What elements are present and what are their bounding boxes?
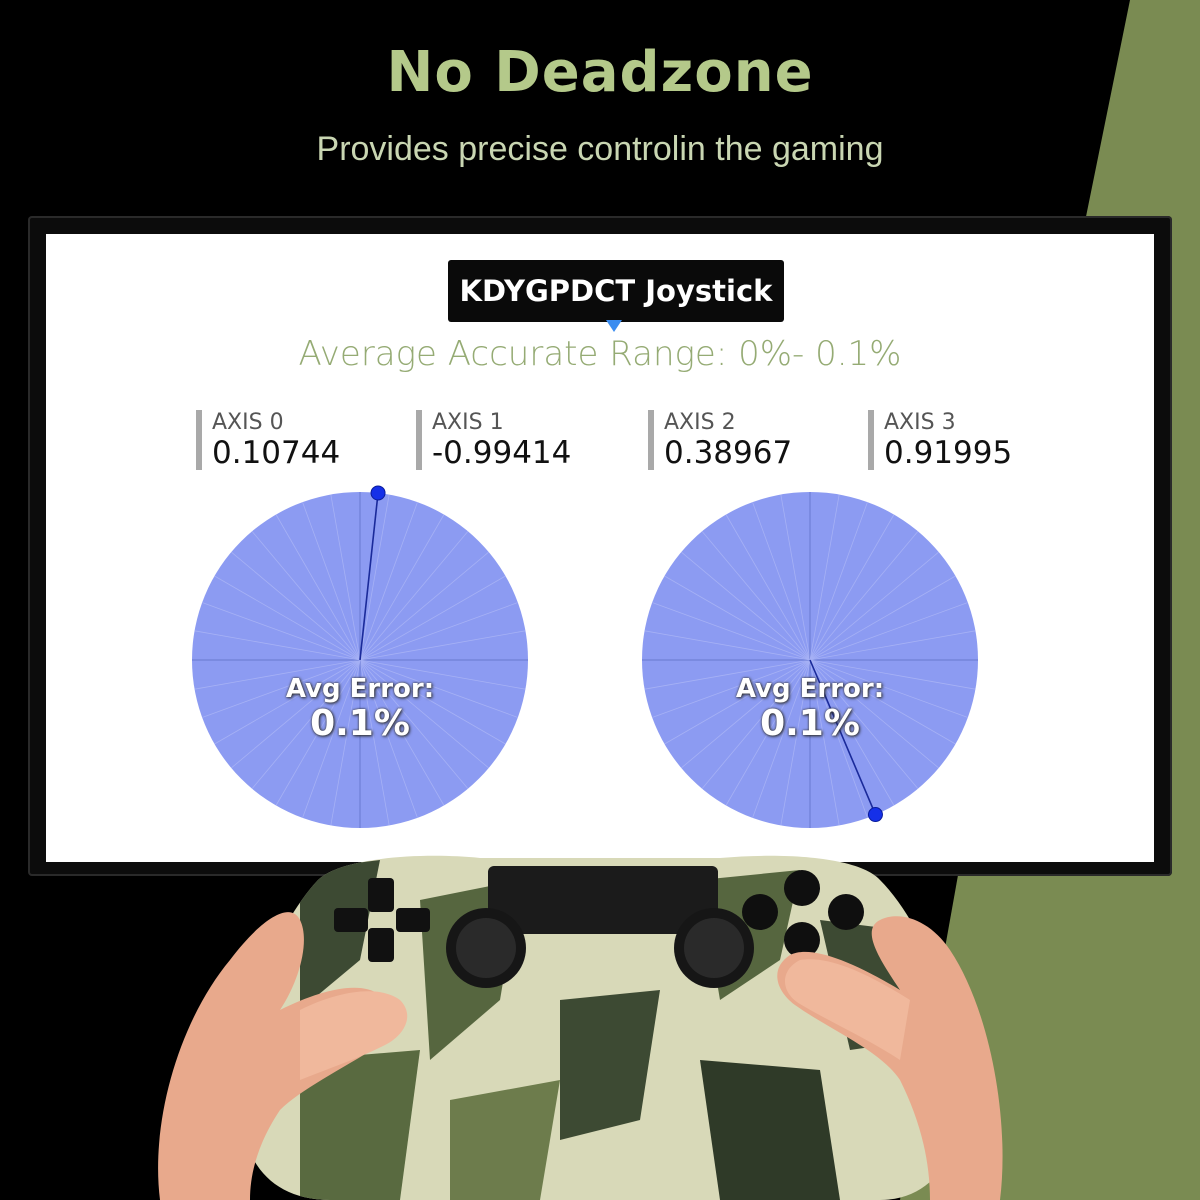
stick-vector [809,659,877,815]
dial-spoke [302,659,361,819]
stick-position-dot-icon [370,485,386,501]
right-stick-dial [642,492,978,828]
dial-spoke [201,602,361,661]
dial-spoke [194,630,361,661]
stick-vector [359,492,379,661]
stick-position-dot-icon [867,807,883,823]
dial-spoke [359,531,469,661]
monitor: KDYGPDCT Joystick Average Accurate Range… [28,216,1172,876]
dial-spoke [359,501,418,661]
dial-spoke [664,575,811,661]
right-dial-caption: Avg Error: 0.1% [660,674,960,744]
axis-value: 0.38967 [664,435,793,471]
dial-spoke [231,659,361,769]
dial-spoke [809,630,976,661]
dial-spoke [275,659,361,806]
avg-error-label: Avg Error: [285,674,435,704]
dial-spoke [359,659,418,819]
dial-spoke [651,602,811,661]
dial-spoke [780,659,811,826]
dial-spoke [725,659,811,806]
caret-down-icon [606,320,622,332]
dial-spoke [359,659,506,745]
dial-spoke [644,659,811,690]
dial-spoke [359,659,519,718]
axis-label: AXIS 3 [884,410,956,435]
dial-spoke [359,659,526,690]
axis-value: -0.99414 [432,435,572,471]
axis-label: AXIS 2 [664,410,736,435]
left-stick-dial [192,485,528,828]
left-dial-caption: Avg Error: 0.1% [210,674,510,744]
dial-spoke [809,531,919,661]
dial-spoke [809,659,919,789]
dial-spoke [359,575,506,661]
axis-label: AXIS 1 [432,410,504,435]
dial-spoke [809,659,868,819]
dial-spoke [214,659,361,745]
accuracy-range-text: Average Accurate Range: 0%- 0.1% [298,334,902,374]
monitor-screen: KDYGPDCT Joystick Average Accurate Range… [46,234,1154,862]
dial-spoke [330,659,361,826]
dial-spoke [231,551,361,661]
dial-spoke [701,531,811,661]
dial-spoke [809,575,956,661]
axis-readout-0: AXIS 0 0.10744 [196,410,340,470]
dial-spoke [644,630,811,661]
dial-spoke [780,494,811,661]
joystick-dials [192,485,978,828]
dial-spoke [809,659,956,745]
dial-spoke [701,659,811,789]
page-subtitle: Provides precise controlin the gaming [316,130,884,168]
avg-error-value: 0.1% [760,703,860,744]
dial-spoke [681,659,811,769]
dial-spoke [275,514,361,661]
dial-spoke [809,659,976,690]
dial-spoke [664,659,811,745]
dial-spoke [214,575,361,661]
dial-spoke [809,501,868,661]
dial-spoke [809,602,969,661]
joystick-name-tooltip: KDYGPDCT Joystick [448,260,784,322]
dial-spoke [359,494,390,661]
axis-value: 0.91995 [884,435,1013,471]
dial-spoke [809,659,969,718]
dial-spoke [201,659,361,718]
axis-label: AXIS 0 [212,410,284,435]
dial-spoke [359,659,445,806]
dial-spoke [359,602,519,661]
dial-spoke [302,501,361,661]
dial-spoke [359,659,469,789]
dial-spoke [752,659,811,819]
dial-spoke [809,514,895,661]
dial-spoke [359,659,489,769]
dial-spoke [251,659,361,789]
dial-spoke [809,494,840,661]
axis-readout-2: AXIS 2 0.38967 [648,410,792,470]
dial-spoke [330,494,361,661]
axis-readout-1: AXIS 1 -0.99414 [416,410,571,470]
dial-spoke [359,630,526,661]
dial-spoke [359,514,445,661]
dial-spoke [251,531,361,661]
axis-value: 0.10744 [212,435,341,471]
dial-spoke [809,659,895,806]
dial-spoke [809,659,840,826]
avg-error-label: Avg Error: [735,674,885,704]
dial-spoke [725,514,811,661]
dial-spoke [809,551,939,661]
avg-error-value: 0.1% [310,703,410,744]
dial-spoke [752,501,811,661]
page-title: No Deadzone [386,40,814,105]
dial-spoke [194,659,361,690]
dial-spoke [681,551,811,661]
dial-spoke [651,659,811,718]
dial-spoke [359,659,390,826]
dial-spoke [359,551,489,661]
axis-readout-3: AXIS 3 0.91995 [868,410,1012,470]
dial-spoke [809,659,939,769]
